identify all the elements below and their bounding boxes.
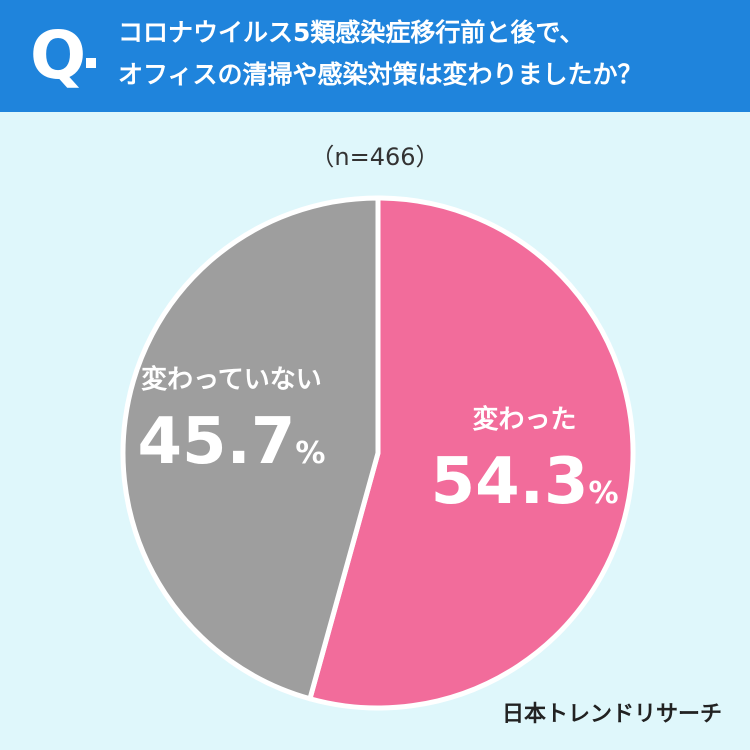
question-line-2: オフィスの清掃や感染対策は変わりましたか？ bbox=[118, 60, 643, 89]
question-text: コロナウイルス5類感染症移行前と後で、 オフィスの清掃や感染対策は変わりましたか… bbox=[118, 12, 738, 96]
slice-value-0: 54.3% bbox=[431, 445, 619, 519]
question-line-1: コロナウイルス5類感染症移行前と後で、 bbox=[118, 18, 585, 47]
pie-slice-1 bbox=[120, 195, 381, 702]
question-dot-icon bbox=[86, 58, 96, 68]
sample-size: （n=466） bbox=[310, 143, 440, 171]
slice-value-1: 45.7% bbox=[137, 405, 325, 479]
pie-slice-0 bbox=[307, 195, 636, 711]
source-credit: 日本トレンドリサーチ bbox=[501, 702, 722, 727]
slice-label-0: 変わった bbox=[473, 404, 577, 435]
question-mark: Q bbox=[30, 17, 89, 94]
question-header: Q コロナウイルス5類感染症移行前と後で、 オフィスの清掃や感染対策は変わりまし… bbox=[0, 0, 750, 112]
slice-label-1: 変わっていない bbox=[141, 364, 322, 395]
